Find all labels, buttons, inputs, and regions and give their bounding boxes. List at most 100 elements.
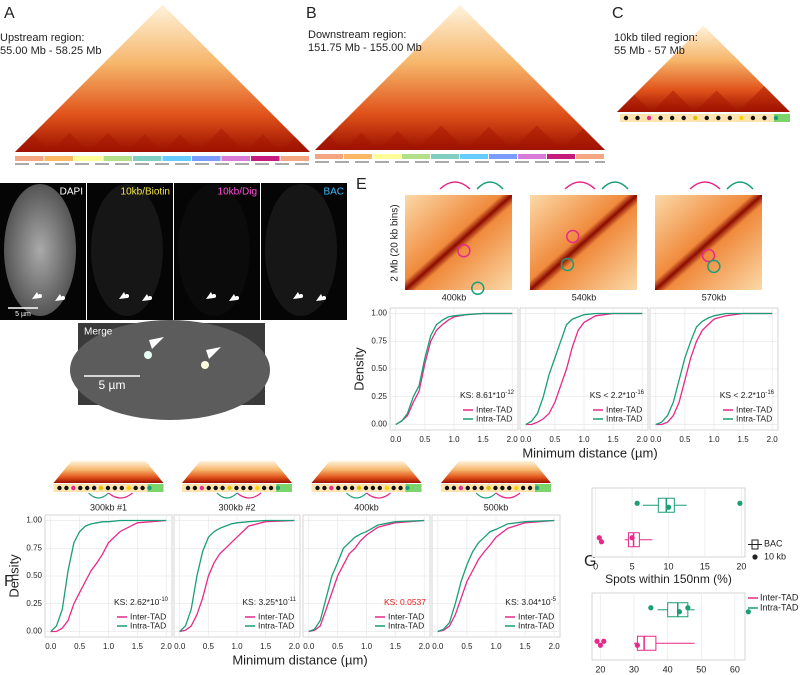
probe-dot [98, 485, 104, 491]
x-tick-label: 2.0 [767, 435, 779, 444]
probe-dot [762, 115, 767, 121]
probe-dot [227, 485, 232, 491]
point [634, 500, 640, 506]
x-tick-label: 1.0 [103, 642, 115, 651]
region-bar [15, 156, 44, 161]
legend-label: Inter-TAD [130, 611, 166, 621]
panel-label: B [306, 5, 317, 22]
tad [344, 132, 379, 150]
legend-label: Intra-TAD [760, 602, 799, 612]
loop-arc [476, 181, 504, 190]
probe-dot [199, 485, 205, 491]
x-tick-label: 50 [696, 664, 706, 674]
point [594, 638, 600, 644]
probe-dot [119, 485, 125, 491]
probe-dot [342, 485, 348, 491]
x-tick-label: 2.0 [637, 435, 649, 444]
probe-dot [681, 115, 686, 121]
hic-square [655, 195, 762, 290]
channel-label: 10kb/Dig [218, 187, 257, 198]
y-tick-label: 0.75 [371, 336, 387, 345]
ecdf-line [525, 312, 643, 426]
x-tick-label: 0.5 [679, 435, 691, 444]
ks-text: KS: 3.25*10 [242, 597, 288, 607]
loop-arc [236, 492, 262, 499]
x-tick-label: 1.0 [448, 435, 460, 444]
point [676, 609, 683, 615]
tad [50, 132, 89, 152]
roi [560, 257, 575, 272]
tad [651, 90, 695, 112]
ks-exponent: -16 [765, 390, 774, 396]
scale-label: 5 µm [99, 378, 126, 392]
region-bar [431, 154, 459, 159]
probe-dot [112, 485, 118, 491]
x-tick-label: 60 [730, 664, 740, 674]
ks-text: KS: 0.0537 [384, 597, 426, 607]
point [737, 500, 743, 506]
region-range: 55 Mb - 57 Mb [614, 45, 685, 57]
tad [378, 131, 417, 150]
x-tick-label: 2.0 [507, 435, 519, 444]
legend-label: Inter-TAD [606, 404, 642, 414]
x-tick-label: 1.5 [132, 642, 144, 651]
hic-square [530, 195, 637, 290]
hic-map [53, 461, 164, 483]
point [685, 605, 691, 611]
point [745, 609, 751, 615]
spot [201, 361, 209, 369]
probe-dot [126, 485, 131, 491]
loop-arc [495, 492, 521, 499]
probe-dot [185, 485, 191, 491]
legend-label: Intra-TAD [736, 413, 772, 423]
axis-title: 2 Mb (20 kb bins) [390, 204, 401, 281]
probe-dot [514, 485, 519, 491]
x-tick-label: 15 [700, 561, 710, 571]
x-tick-label: 1.5 [260, 642, 272, 651]
channel-label: DAPI [60, 187, 83, 198]
x-tick-label: 30 [629, 664, 639, 674]
probe-dot [534, 485, 540, 491]
axis-title: Minimum distance (µm) [522, 445, 657, 460]
legend-label: Intra-TAD [518, 620, 554, 630]
point [598, 539, 605, 545]
region-range: 151.75 Mb - 155.00 Mb [308, 42, 422, 54]
ecdf-line [308, 519, 425, 633]
probe-dot [206, 485, 211, 491]
hic-square [405, 195, 512, 290]
legend-label: Inter-TAD [518, 611, 554, 621]
probe-dot [147, 485, 152, 491]
region-bar [251, 156, 280, 161]
x-tick-label: 0.0 [650, 435, 662, 444]
legend-point-icon [752, 554, 758, 560]
legend-label: Inter-TAD [736, 404, 772, 414]
probe-dot [220, 485, 225, 491]
probe-dot [336, 485, 341, 491]
x-tick-label: 1.5 [520, 642, 532, 651]
loop-arc [346, 492, 367, 499]
probe-dot [105, 485, 111, 491]
ks-text: KS: 3.04*10 [505, 597, 551, 607]
legend-label: Inter-TAD [258, 611, 294, 621]
probe-dot [693, 115, 698, 121]
merge-label: Merge [84, 327, 113, 338]
region-bar [133, 156, 162, 161]
x-tick-label: 1.5 [738, 435, 750, 444]
tad [88, 132, 128, 152]
arrow [119, 292, 150, 301]
probe-dot [669, 115, 675, 121]
ks-stat: KS: 3.25*10-11 [242, 597, 296, 608]
probe-dot [750, 115, 756, 121]
x-tick-label: 0.5 [203, 642, 215, 651]
x-tick-label: 1.0 [708, 435, 720, 444]
x-tick-label: 1.0 [361, 642, 373, 651]
ks-stat: KS: 8.61*10-12 [460, 390, 515, 401]
point [601, 638, 607, 644]
probe-dot [275, 485, 281, 491]
ks-exponent: -5 [551, 597, 557, 603]
tad [561, 128, 605, 150]
probe-bar-end [276, 484, 292, 492]
probe-dot [486, 485, 491, 491]
ecdf-line [50, 519, 167, 633]
point [596, 535, 602, 541]
